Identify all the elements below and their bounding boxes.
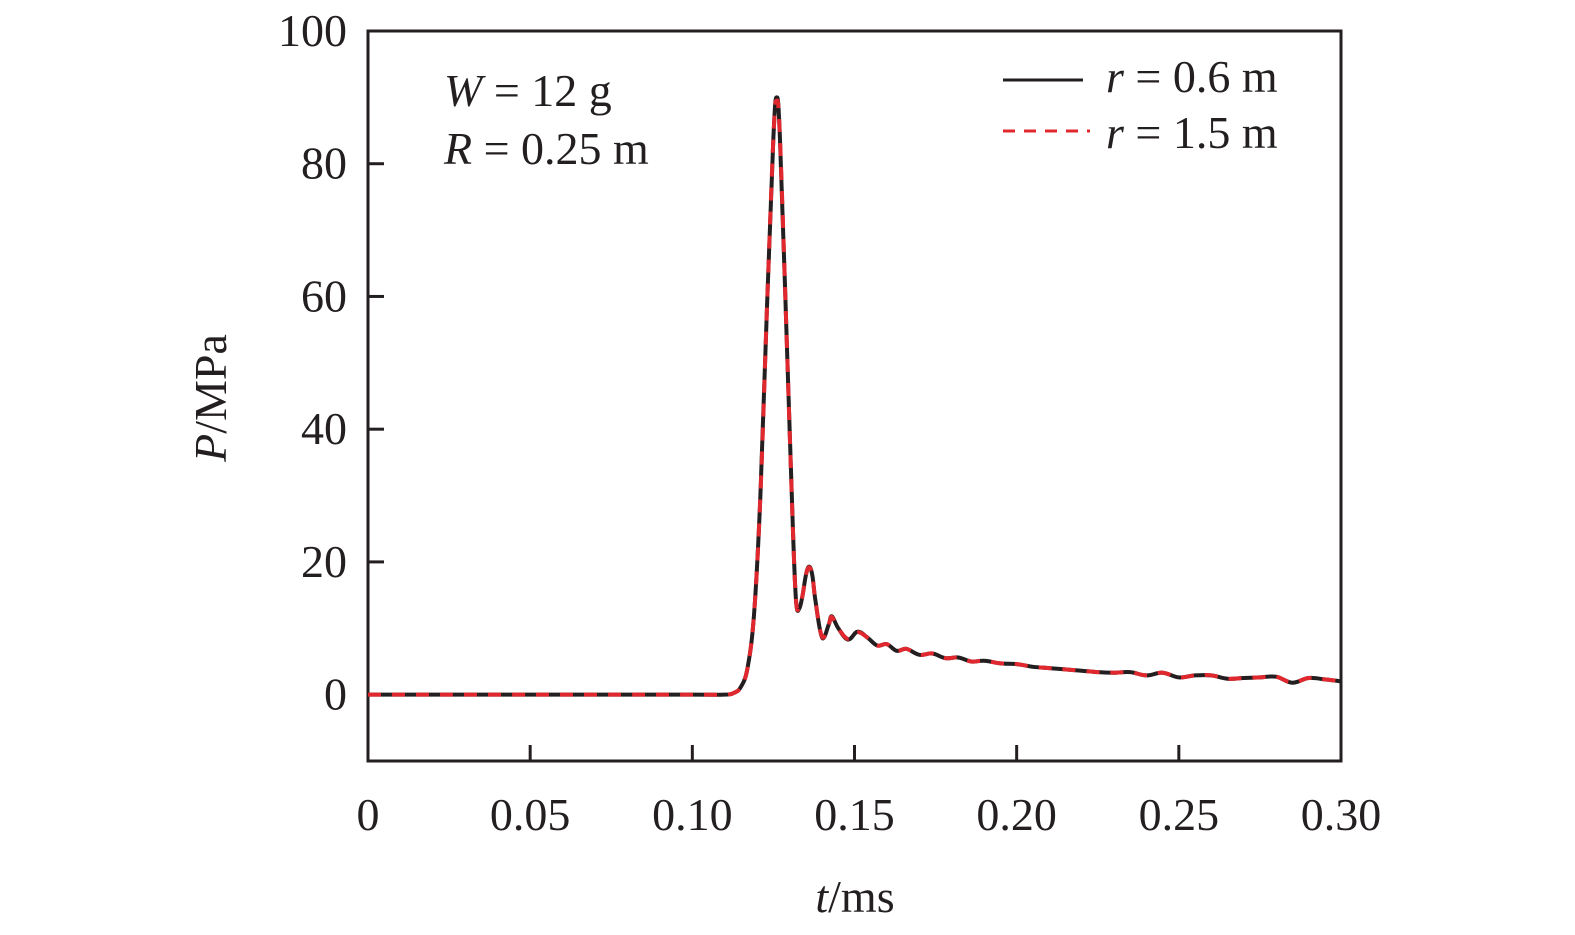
y-tick-label: 60 [301,270,347,321]
x-tick-label: 0.15 [814,789,895,840]
y-axis-ticks: 0 20 40 60 80 100 [278,5,384,720]
x-tick-label: 0.05 [490,789,571,840]
x-axis-title: t/ms [815,871,894,922]
y-axis-title: P/MPa [185,334,236,463]
legend: r = 0.6 m r = 1.5 m [1003,51,1278,158]
y-tick-label: 0 [324,669,347,720]
y-tick-label: 100 [278,5,347,56]
y-tick-label: 40 [301,403,347,454]
x-axis-ticks: 0 0.05 0.10 0.15 0.20 0.25 0.30 [357,745,1382,840]
x-tick-label: 0.10 [652,789,733,840]
series-line-r-1.5m [367,98,1342,697]
x-tick-label: 0.25 [1139,789,1220,840]
legend-label-r-0.6m: r = 0.6 m [1106,51,1278,102]
data-series [367,95,1342,697]
x-tick-label: 0 [357,789,380,840]
legend-label-r-1.5m: r = 1.5 m [1106,107,1278,158]
y-tick-label: 80 [301,138,347,189]
x-tick-label: 0.30 [1301,789,1382,840]
x-tick-label: 0.20 [976,789,1057,840]
annotation-charge-mass: W = 12 g [444,65,612,116]
y-tick-label: 20 [301,536,347,587]
series-line-r-0.6m [367,95,1342,697]
annotation-radius: R = 0.25 m [443,123,649,174]
